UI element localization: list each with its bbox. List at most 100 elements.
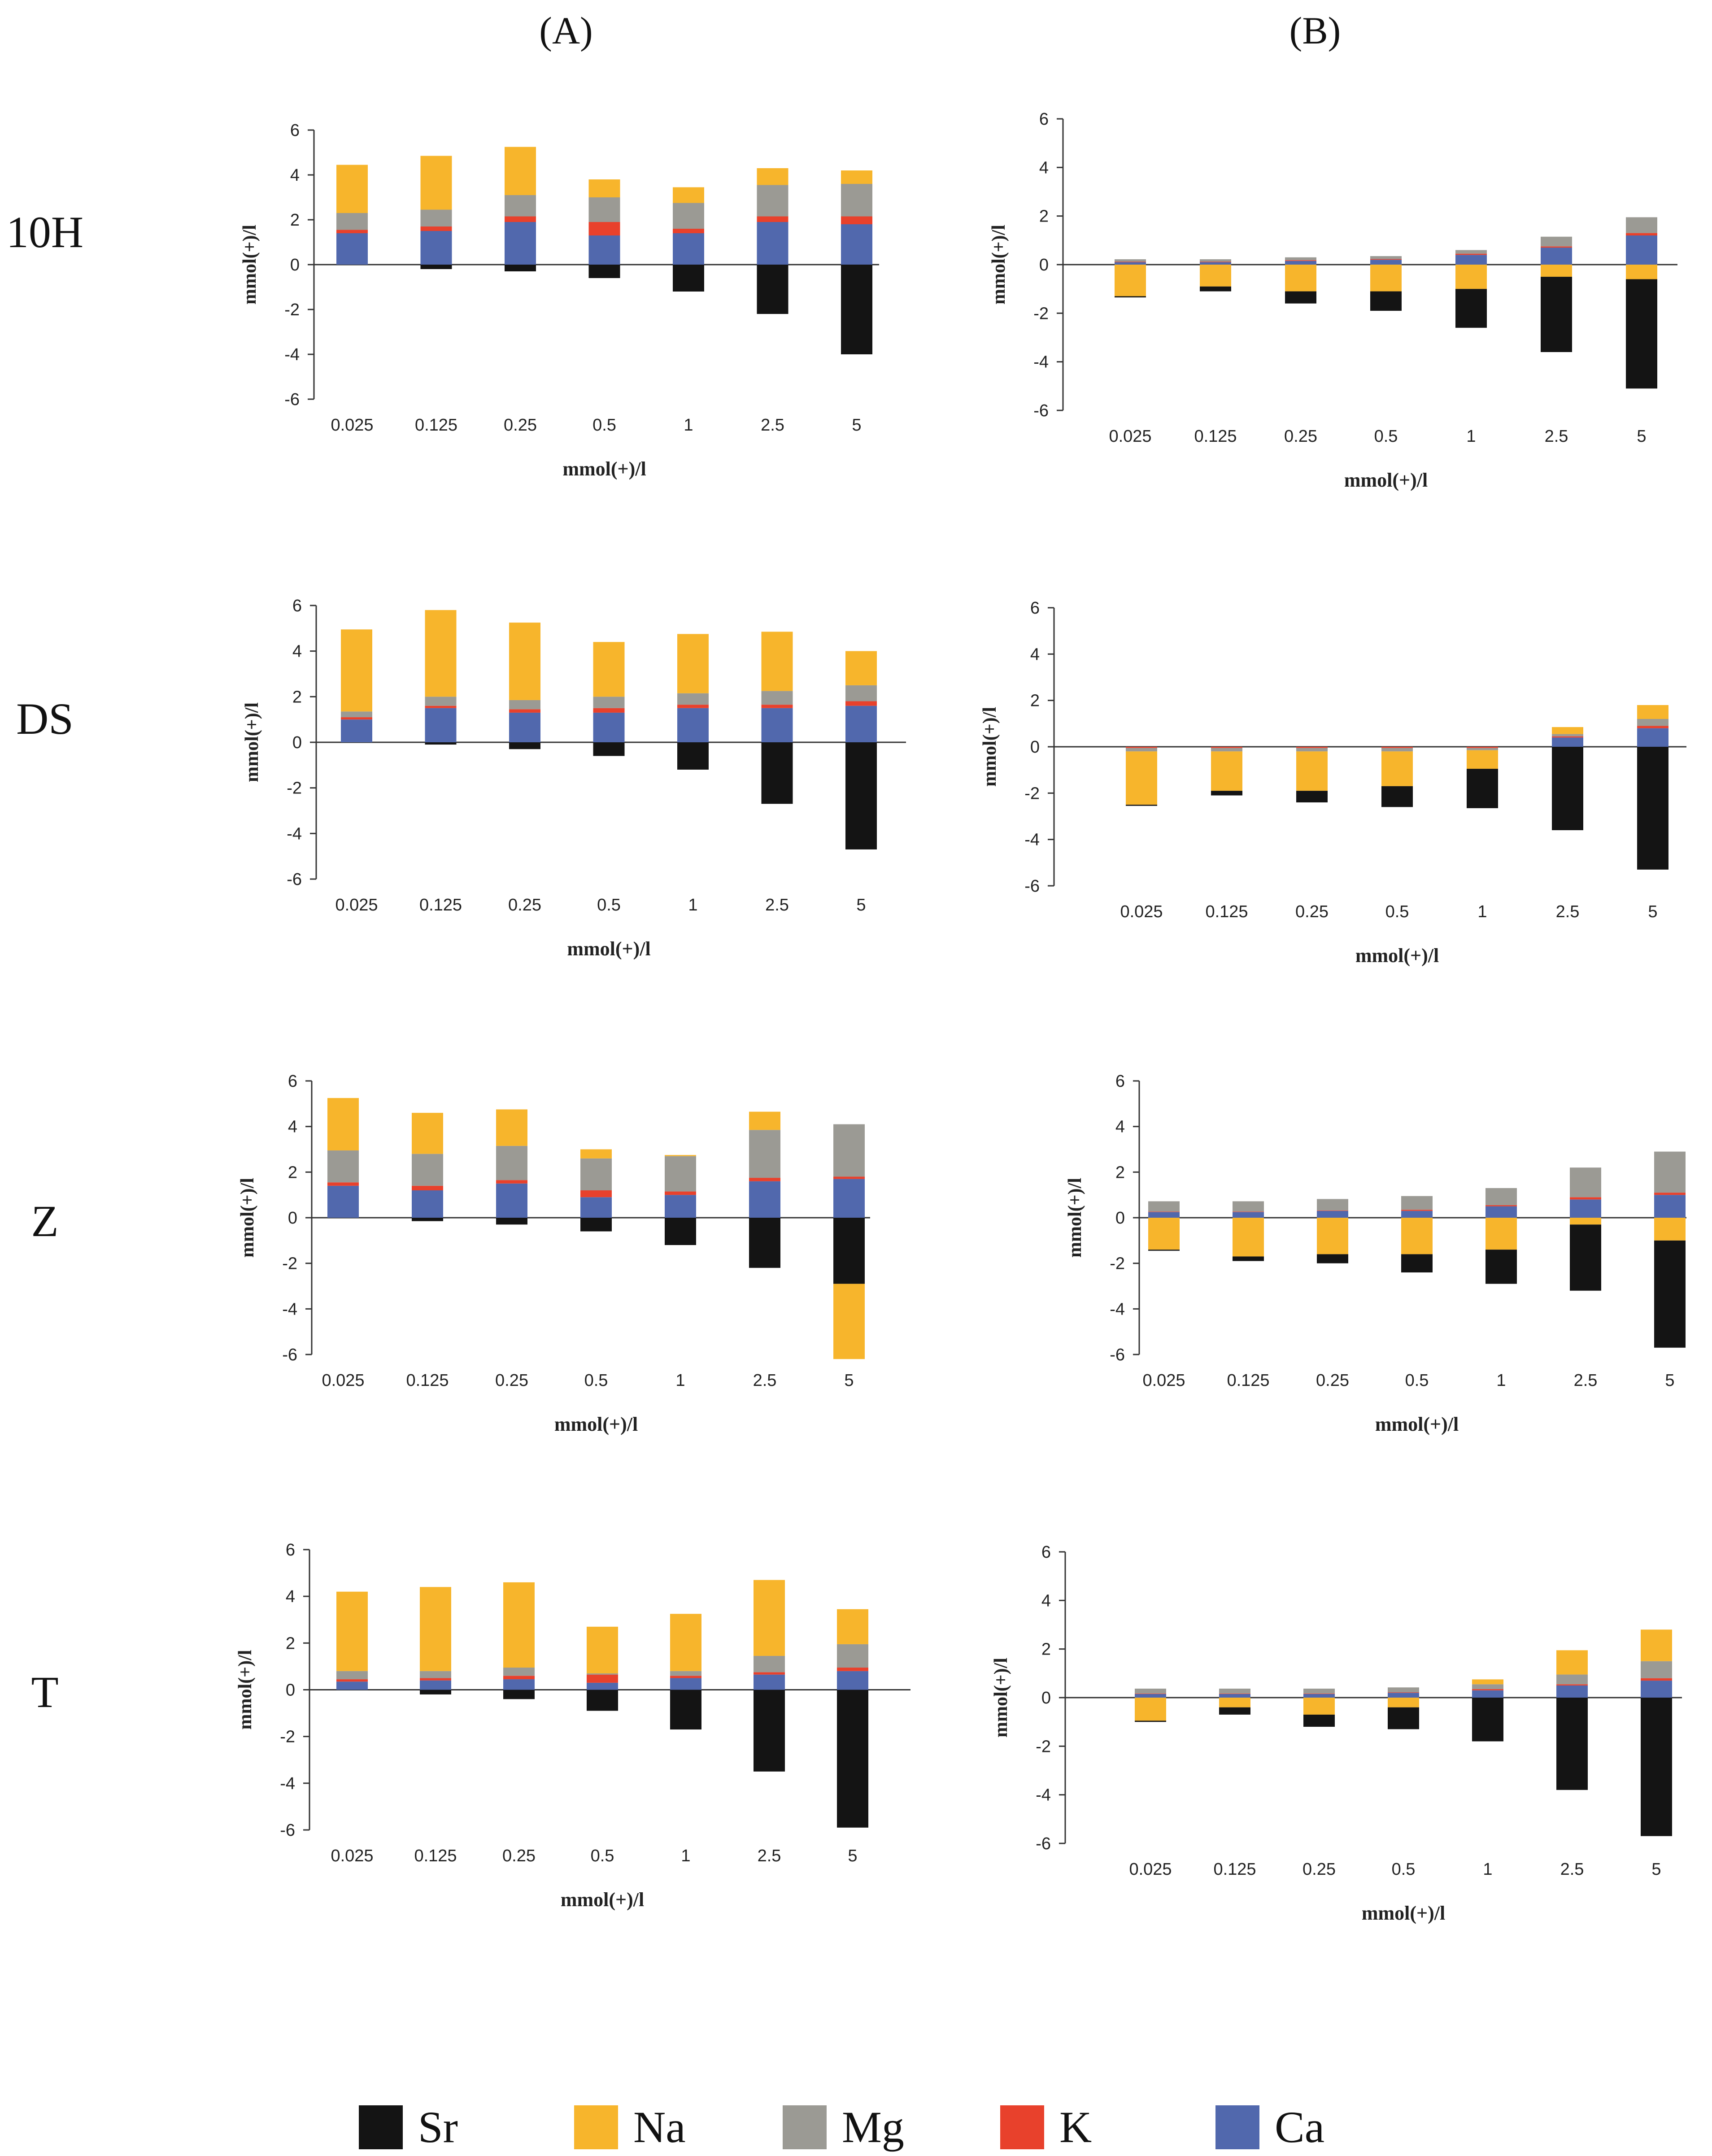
bar-sr-0.25 [1285,291,1316,304]
bar-sr-0.125 [1211,791,1242,796]
y-tick-label: 4 [1115,1118,1125,1137]
bar-na-0.25 [505,147,536,195]
legend-label-sr: Sr [418,2102,458,2152]
y-tick-label: 4 [292,642,302,661]
bar-k-0.025 [327,1182,359,1186]
bar-ca-0.025 [1135,1694,1166,1698]
bar-k-0.025 [336,1679,368,1682]
x-tick-label: 0.125 [419,896,462,915]
y-tick-label: -2 [1033,304,1049,323]
bar-ca-2.5 [1541,248,1572,265]
y-tick-label: -6 [1024,877,1040,896]
bar-sr-5 [1641,1698,1672,1836]
y-tick-label: 2 [286,1634,295,1653]
bar-sr-0.025 [1126,805,1157,806]
bar-mg-2.5 [749,1130,780,1178]
bar-k-0.5 [1388,1692,1419,1693]
y-tick-label: -4 [284,345,300,364]
y-tick-label: -4 [1033,353,1049,372]
bar-k-0.5 [593,708,625,713]
bar-na-2.5 [1552,727,1583,734]
y-tick-label: -2 [280,1728,295,1747]
bar-k-0.025 [336,230,368,233]
bar-na-0.25 [1303,1698,1335,1715]
bar-na-2.5 [1541,265,1572,277]
bar-sr-1 [677,742,709,770]
x-tick-label: 0.5 [597,896,621,915]
bar-na-0.125 [420,156,452,210]
y-axis-label: mmol(+)/l [237,1178,258,1258]
y-tick-label: -4 [1024,831,1040,849]
bar-mg-0.5 [1381,748,1413,752]
bar-ca-2.5 [1552,737,1583,747]
bar-sr-5 [845,742,877,849]
y-tick-label: -6 [284,390,300,409]
bar-ca-0.5 [588,235,620,265]
legend-label-k: K [1059,2102,1092,2152]
x-tick-label: 1 [681,1847,690,1865]
legend-item-k: K [1000,2101,1092,2153]
x-tick-label: 2.5 [1574,1371,1598,1390]
bar-sr-0.25 [1303,1714,1335,1727]
bar-k-0.5 [587,1674,618,1683]
bar-na-0.5 [1388,1698,1419,1707]
bar-na-0.5 [593,642,625,697]
chart-ds-a: 6 4 2 0 -2 -4 -6 mmol(+)/l 0.025 0.125 0.25 0.5 1 2.5… [242,597,906,960]
x-axis-label: mmol(+)/l [1362,1902,1445,1924]
bar-k-2.5 [761,705,793,708]
bar-na-0.025 [327,1098,359,1151]
legend-swatch-k [1000,2105,1044,2149]
bar-ca-5 [1641,1681,1672,1698]
x-tick-label: 0.25 [495,1371,528,1390]
x-tick-label: 0.125 [414,1847,457,1865]
bar-na-1 [677,634,709,693]
x-axis-label: mmol(+)/l [1375,1413,1459,1435]
bar-ca-0.025 [327,1185,359,1218]
bar-k-0.25 [496,1180,527,1184]
bar-mg-0.25 [1296,748,1328,752]
bar-ca-5 [1626,235,1657,265]
y-tick-label: -6 [287,870,302,889]
y-axis-label: mmol(+)/l [980,707,1000,787]
y-tick-label: 4 [288,1118,297,1137]
bar-ca-5 [841,224,872,265]
y-tick-label: -2 [1110,1254,1125,1273]
y-tick-label: 2 [290,211,300,230]
bar-k-0.125 [420,226,452,231]
bar-k-5 [1654,1193,1686,1195]
bar-ca-5 [845,706,877,742]
bar-k-5 [1641,1678,1672,1681]
bar-ca-1 [1485,1206,1517,1218]
y-tick-label: 2 [292,688,302,706]
y-tick-label: 2 [1039,207,1049,226]
y-tick-label: 6 [1041,1543,1051,1562]
legend-label-mg: Mg [842,2102,904,2152]
legend-item-na: Na [574,2101,686,2153]
y-axis-label: mmol(+)/l [242,702,262,782]
bar-k-0.125 [1211,747,1242,748]
bar-ca-1 [673,233,704,265]
chart-10h-b: 6 4 2 0 -2 -4 -6 mmol(+)/l 0.025 0.125 0.25 0.5 1 2.5… [989,110,1677,491]
y-tick-label: -2 [284,301,300,319]
bar-k-5 [1637,726,1668,728]
figure-canvas: 6 4 2 0 -2 -4 -6 mmol(+)/l 0.025 0.125 0.25 0.5 1 2.5… [235,110,1686,1924]
row-label-z: Z [31,1196,59,1246]
bar-na-1 [1467,750,1498,769]
bar-ca-2.5 [749,1181,780,1218]
bar-mg-0.5 [1401,1196,1433,1210]
x-tick-label: 0.025 [1120,902,1163,921]
y-tick-label: 0 [288,1209,297,1228]
row-label-t: T [31,1667,59,1717]
x-tick-label: 2.5 [1545,427,1568,446]
bar-mg-0.25 [496,1146,527,1180]
bar-na-0.125 [420,1587,451,1671]
bar-k-1 [1485,1205,1517,1206]
y-tick-label: 4 [1030,645,1040,664]
legend-label-na: Na [633,2102,686,2152]
x-axis-label: mmol(+)/l [1355,945,1439,967]
y-tick-label: -2 [1024,784,1040,803]
bar-sr-1 [1472,1698,1503,1742]
y-tick-label: 0 [286,1681,295,1700]
bar-na-0.125 [1219,1698,1250,1707]
bar-na-0.5 [1381,751,1413,786]
